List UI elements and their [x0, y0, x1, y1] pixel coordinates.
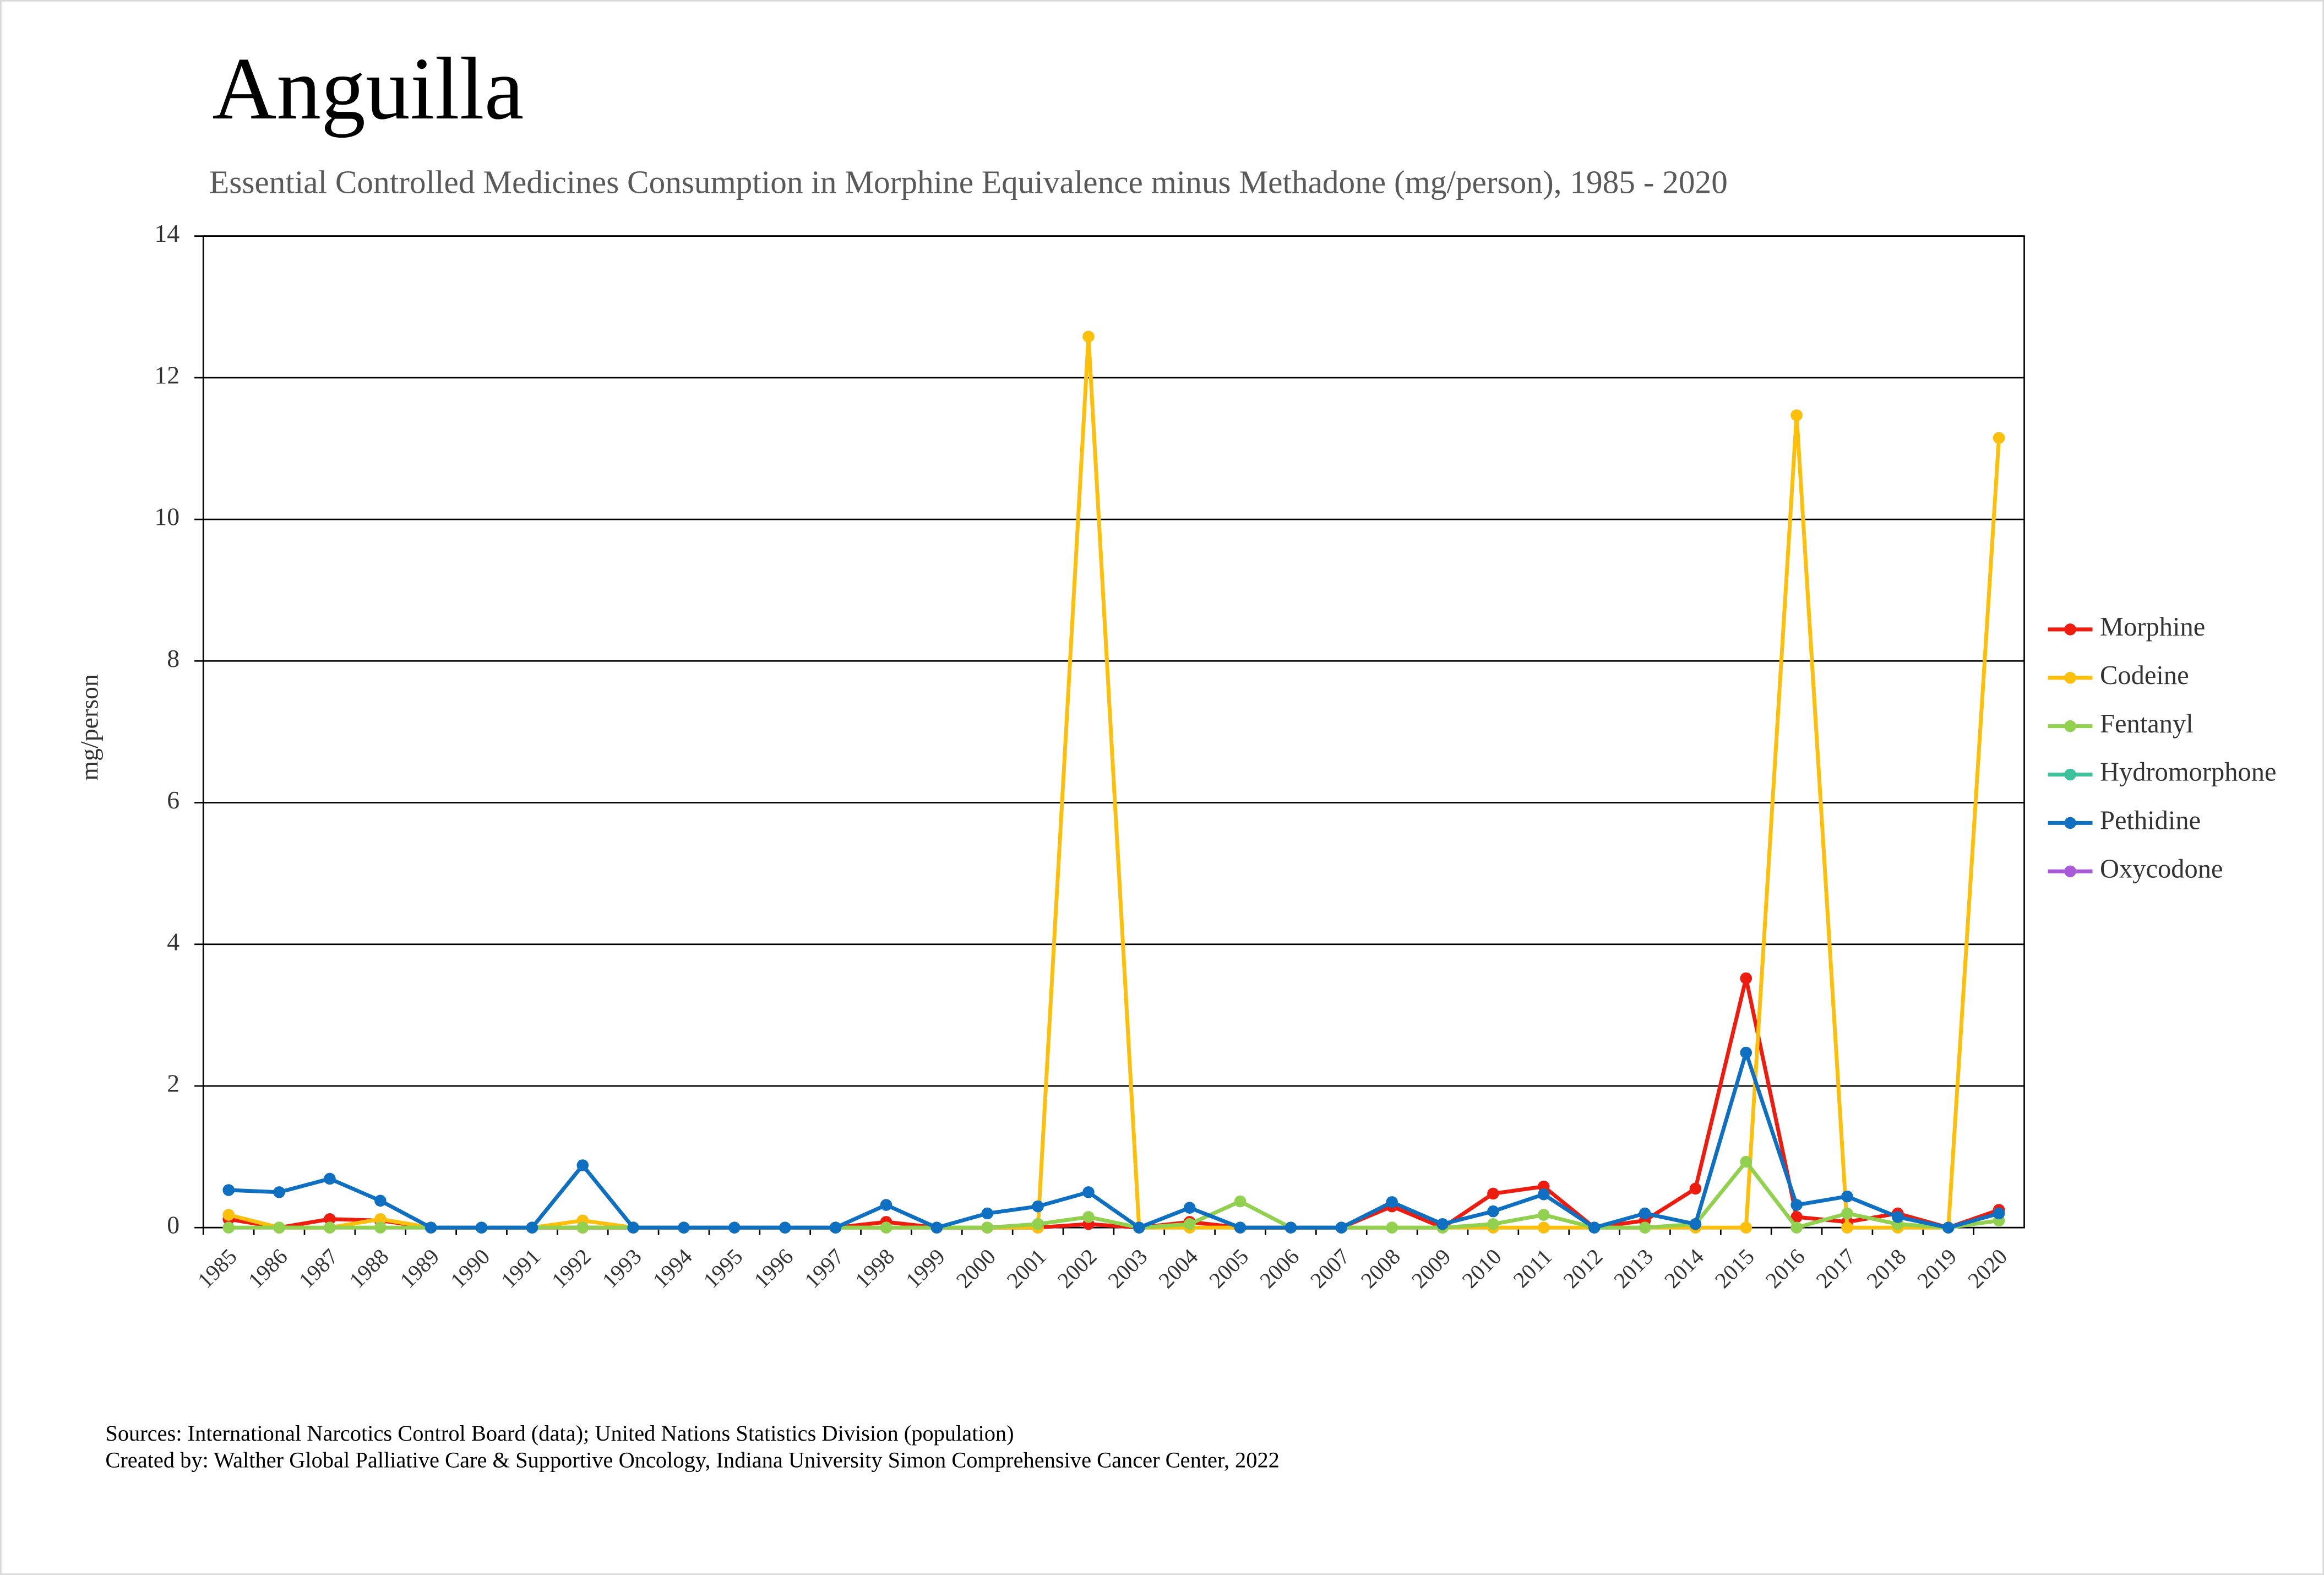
- footnote: Sources: International Narcotics Control…: [105, 1421, 1014, 1446]
- data-point: [930, 1221, 943, 1234]
- y-tick-label: 12: [154, 361, 179, 389]
- data-point: [1740, 1155, 1752, 1168]
- data-point: [424, 1221, 437, 1234]
- data-point: [1032, 1218, 1044, 1230]
- legend-dot: [2064, 720, 2076, 732]
- data-point: [576, 1159, 589, 1171]
- data-point: [1285, 1221, 1297, 1234]
- data-point: [1993, 1207, 2005, 1220]
- data-point: [1841, 1190, 1853, 1203]
- data-point: [1335, 1221, 1348, 1234]
- data-point: [1133, 1221, 1145, 1234]
- data-point: [374, 1221, 387, 1234]
- legend-dot: [2064, 768, 2076, 781]
- data-point: [1487, 1187, 1499, 1200]
- legend-dot: [2064, 865, 2076, 878]
- data-point: [1841, 1207, 1853, 1220]
- y-axis-label: mg/person: [75, 674, 104, 780]
- data-point: [324, 1221, 336, 1234]
- legend-label: Pethidine: [2100, 806, 2201, 835]
- data-point: [880, 1199, 892, 1211]
- legend-dot: [2064, 623, 2076, 636]
- data-point: [1386, 1221, 1398, 1234]
- data-point: [779, 1221, 791, 1234]
- data-point: [627, 1221, 639, 1234]
- data-point: [1740, 972, 1752, 985]
- data-point: [222, 1184, 235, 1196]
- data-point: [1790, 1211, 1803, 1223]
- data-point: [222, 1221, 235, 1234]
- data-point: [1183, 1218, 1196, 1230]
- y-tick-label: 2: [167, 1069, 179, 1097]
- data-point: [1689, 1182, 1702, 1195]
- data-point: [1892, 1211, 1904, 1223]
- data-point: [1487, 1218, 1499, 1230]
- data-point: [1032, 1200, 1044, 1213]
- data-point: [1740, 1046, 1752, 1059]
- legend-label: Morphine: [2100, 612, 2205, 642]
- data-point: [981, 1207, 994, 1220]
- y-tick-label: 8: [167, 644, 179, 672]
- legend-label: Hydromorphone: [2100, 758, 2277, 787]
- legend-dot: [2064, 672, 2076, 684]
- data-point: [475, 1221, 488, 1234]
- data-point: [526, 1221, 538, 1234]
- series-line: [228, 1051, 2000, 1230]
- data-point: [1790, 1199, 1803, 1211]
- legend-label: Codeine: [2100, 661, 2189, 690]
- chart-title: Anguilla: [212, 39, 524, 138]
- data-point: [829, 1221, 842, 1234]
- data-point: [374, 1213, 387, 1225]
- data-point: [880, 1221, 892, 1234]
- data-point: [273, 1221, 285, 1234]
- data-point: [1183, 1202, 1196, 1214]
- y-tick-label: 10: [154, 503, 179, 531]
- data-point: [1537, 1188, 1550, 1201]
- data-point: [1234, 1195, 1247, 1208]
- data-point: [1082, 1211, 1095, 1223]
- y-tick-label: 0: [167, 1211, 179, 1239]
- data-point: [1234, 1221, 1247, 1234]
- data-point: [273, 1186, 285, 1198]
- data-point: [1993, 432, 2005, 444]
- data-point: [324, 1172, 336, 1185]
- data-point: [1639, 1221, 1651, 1234]
- data-point: [1436, 1218, 1449, 1230]
- data-point: [324, 1213, 336, 1225]
- data-point: [728, 1221, 741, 1234]
- footnote: Created by: Walther Global Palliative Ca…: [105, 1447, 1280, 1472]
- data-point: [1689, 1218, 1702, 1230]
- data-point: [576, 1221, 589, 1234]
- chart-subtitle: Essential Controlled Medicines Consumpti…: [209, 164, 1728, 200]
- data-point: [1588, 1221, 1601, 1234]
- data-point: [1537, 1221, 1550, 1234]
- data-point: [374, 1194, 387, 1207]
- data-point: [1386, 1196, 1398, 1208]
- legend-label: Oxycodone: [2100, 854, 2223, 883]
- data-point: [1082, 1186, 1095, 1198]
- y-tick-label: 6: [167, 786, 179, 814]
- y-tick-label: 4: [167, 927, 179, 955]
- data-point: [222, 1209, 235, 1221]
- data-point: [1639, 1207, 1651, 1220]
- data-point: [1537, 1209, 1550, 1221]
- y-tick-label: 14: [154, 219, 179, 247]
- data-point: [1942, 1221, 1955, 1234]
- data-point: [981, 1221, 994, 1234]
- data-point: [1082, 330, 1095, 343]
- data-point: [678, 1221, 690, 1234]
- legend-dot: [2064, 817, 2076, 829]
- data-point: [1790, 409, 1803, 421]
- data-point: [1790, 1221, 1803, 1234]
- data-point: [1841, 1221, 1853, 1234]
- data-point: [1487, 1205, 1499, 1218]
- legend-label: Fentanyl: [2100, 709, 2194, 738]
- data-point: [1740, 1221, 1752, 1234]
